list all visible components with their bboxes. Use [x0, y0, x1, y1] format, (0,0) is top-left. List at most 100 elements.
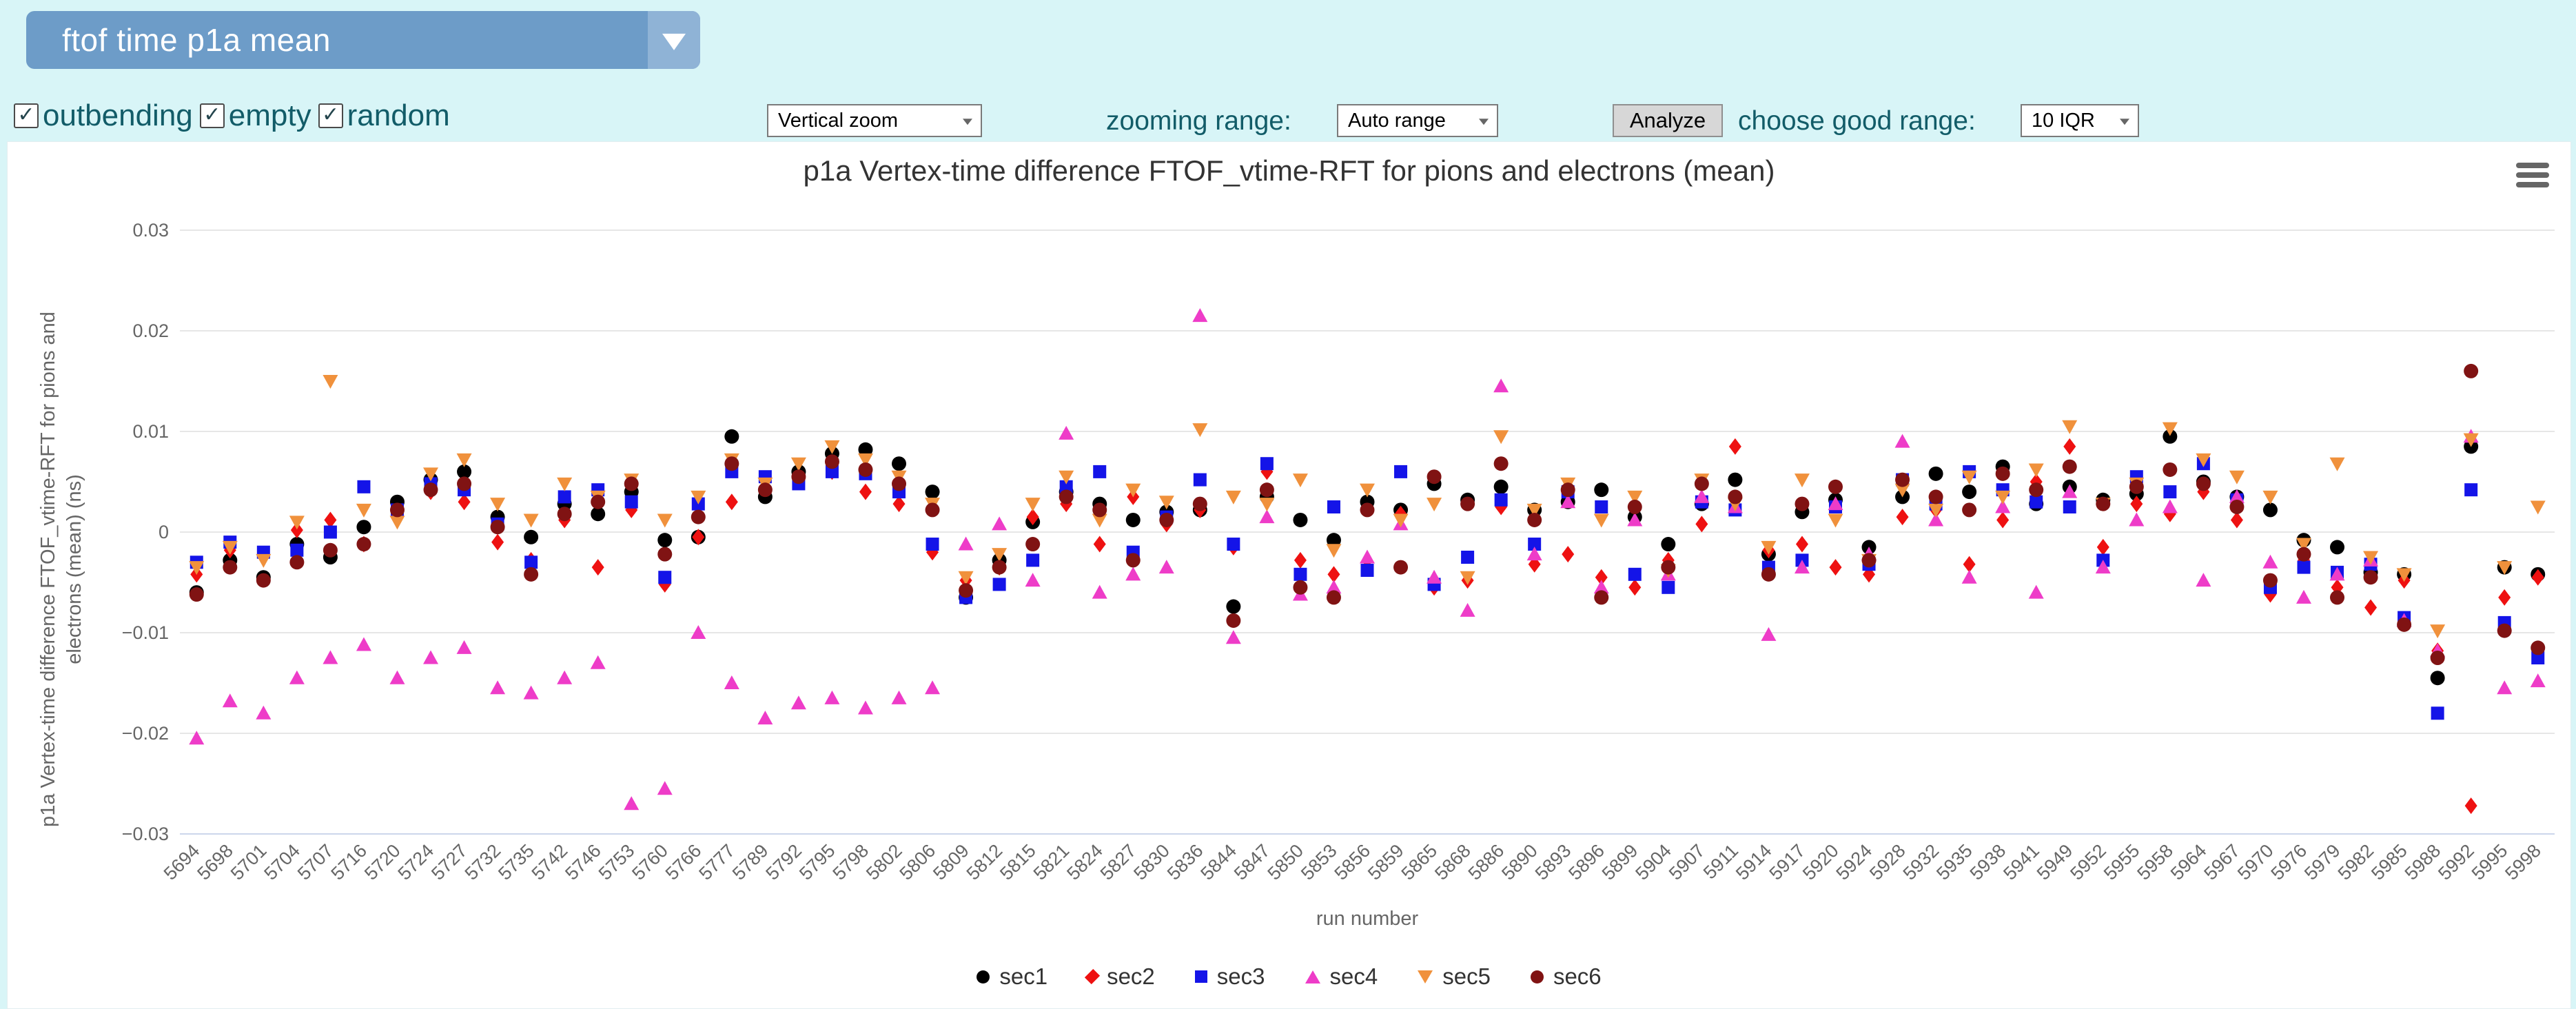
- data-point[interactable]: [223, 560, 238, 575]
- data-point[interactable]: [189, 561, 205, 575]
- data-point[interactable]: [858, 462, 873, 477]
- data-point[interactable]: [1059, 470, 1074, 485]
- data-point[interactable]: [1026, 509, 1039, 526]
- data-point[interactable]: [1627, 500, 1642, 514]
- data-point[interactable]: [1294, 551, 1307, 569]
- data-point[interactable]: [1360, 563, 1374, 577]
- data-point[interactable]: [1493, 456, 1509, 471]
- data-point[interactable]: [657, 781, 673, 795]
- data-point[interactable]: [2262, 490, 2278, 504]
- legend-item-sec1[interactable]: sec1: [977, 964, 1047, 990]
- data-point[interactable]: [1761, 567, 1776, 582]
- data-point[interactable]: [423, 467, 439, 482]
- data-point[interactable]: [2262, 502, 2278, 518]
- data-point[interactable]: [1494, 493, 1508, 507]
- data-point[interactable]: [557, 477, 573, 491]
- data-point[interactable]: [1025, 573, 1041, 587]
- data-point[interactable]: [1962, 502, 1977, 518]
- data-point[interactable]: [256, 705, 272, 720]
- data-point[interactable]: [824, 440, 840, 454]
- data-point[interactable]: [1593, 513, 1609, 528]
- data-point[interactable]: [824, 454, 839, 469]
- data-point[interactable]: [1192, 496, 1207, 511]
- data-point[interactable]: [1327, 500, 1340, 513]
- data-point[interactable]: [1795, 536, 1808, 553]
- data-point[interactable]: [2530, 500, 2546, 515]
- data-point[interactable]: [892, 456, 907, 471]
- data-point[interactable]: [2095, 560, 2111, 574]
- data-point[interactable]: [1393, 560, 1409, 575]
- data-point[interactable]: [1225, 630, 1241, 644]
- data-point[interactable]: [790, 695, 806, 710]
- data-point[interactable]: [892, 476, 907, 491]
- data-point[interactable]: [1193, 473, 1207, 487]
- data-point[interactable]: [757, 482, 773, 498]
- data-point[interactable]: [892, 496, 906, 513]
- legend-item-sec6[interactable]: sec6: [1530, 964, 1602, 990]
- data-point[interactable]: [357, 480, 371, 493]
- data-point[interactable]: [1092, 502, 1107, 518]
- data-point[interactable]: [2197, 483, 2210, 500]
- data-point[interactable]: [1794, 560, 1810, 574]
- data-point[interactable]: [1963, 556, 1976, 573]
- data-point[interactable]: [2363, 570, 2378, 585]
- data-point[interactable]: [691, 490, 706, 504]
- legend-item-sec5[interactable]: sec5: [1418, 964, 1491, 990]
- data-point[interactable]: [1293, 580, 1308, 595]
- data-point[interactable]: [1661, 560, 1676, 575]
- data-point[interactable]: [2329, 567, 2345, 581]
- data-point[interactable]: [1326, 533, 1341, 548]
- data-point[interactable]: [2464, 363, 2479, 378]
- data-point[interactable]: [289, 670, 305, 684]
- data-point[interactable]: [1828, 479, 1843, 494]
- data-point[interactable]: [490, 520, 505, 535]
- data-point[interactable]: [1460, 571, 1475, 585]
- data-point[interactable]: [1593, 580, 1609, 594]
- data-point[interactable]: [289, 516, 305, 530]
- data-point[interactable]: [2497, 680, 2513, 695]
- data-point[interactable]: [658, 571, 672, 584]
- data-point[interactable]: [2129, 512, 2145, 527]
- data-point[interactable]: [1393, 513, 1409, 528]
- data-point[interactable]: [189, 731, 205, 745]
- data-point[interactable]: [1894, 483, 1910, 498]
- data-point[interactable]: [1427, 569, 1442, 584]
- data-point[interactable]: [1694, 489, 1710, 503]
- data-point[interactable]: [1595, 500, 1608, 513]
- data-point[interactable]: [256, 553, 272, 568]
- data-point[interactable]: [490, 498, 506, 512]
- data-point[interactable]: [189, 587, 204, 602]
- data-point[interactable]: [524, 529, 539, 544]
- data-point[interactable]: [523, 685, 539, 700]
- data-point[interactable]: [2262, 554, 2278, 569]
- data-point[interactable]: [222, 693, 238, 708]
- data-point[interactable]: [1360, 549, 1375, 564]
- data-point[interactable]: [290, 522, 303, 539]
- data-point[interactable]: [2063, 438, 2076, 455]
- data-point[interactable]: [1327, 566, 1340, 583]
- data-point[interactable]: [523, 513, 539, 528]
- data-point[interactable]: [1695, 516, 1708, 533]
- data-point[interactable]: [2163, 462, 2178, 477]
- data-point[interactable]: [1628, 579, 1642, 596]
- data-point[interactable]: [1125, 512, 1141, 527]
- data-point[interactable]: [1461, 551, 1475, 564]
- data-point[interactable]: [2329, 457, 2345, 471]
- data-point[interactable]: [557, 507, 572, 522]
- data-point[interactable]: [1995, 466, 2010, 481]
- legend-item-sec3[interactable]: sec3: [1194, 964, 1265, 990]
- data-point[interactable]: [1059, 425, 1074, 440]
- data-point[interactable]: [456, 453, 472, 467]
- data-point[interactable]: [1092, 513, 1107, 528]
- dropdown-open-button[interactable]: [648, 11, 700, 69]
- data-point[interactable]: [524, 556, 538, 569]
- data-point[interactable]: [925, 680, 941, 695]
- good-range-select[interactable]: 10 IQR: [2021, 104, 2139, 137]
- data-point[interactable]: [791, 469, 806, 485]
- data-point[interactable]: [590, 655, 606, 669]
- data-point[interactable]: [1326, 590, 1341, 605]
- data-point[interactable]: [1526, 503, 1542, 518]
- data-point[interactable]: [1728, 472, 1743, 487]
- data-point[interactable]: [657, 547, 673, 562]
- data-point[interactable]: [926, 538, 939, 551]
